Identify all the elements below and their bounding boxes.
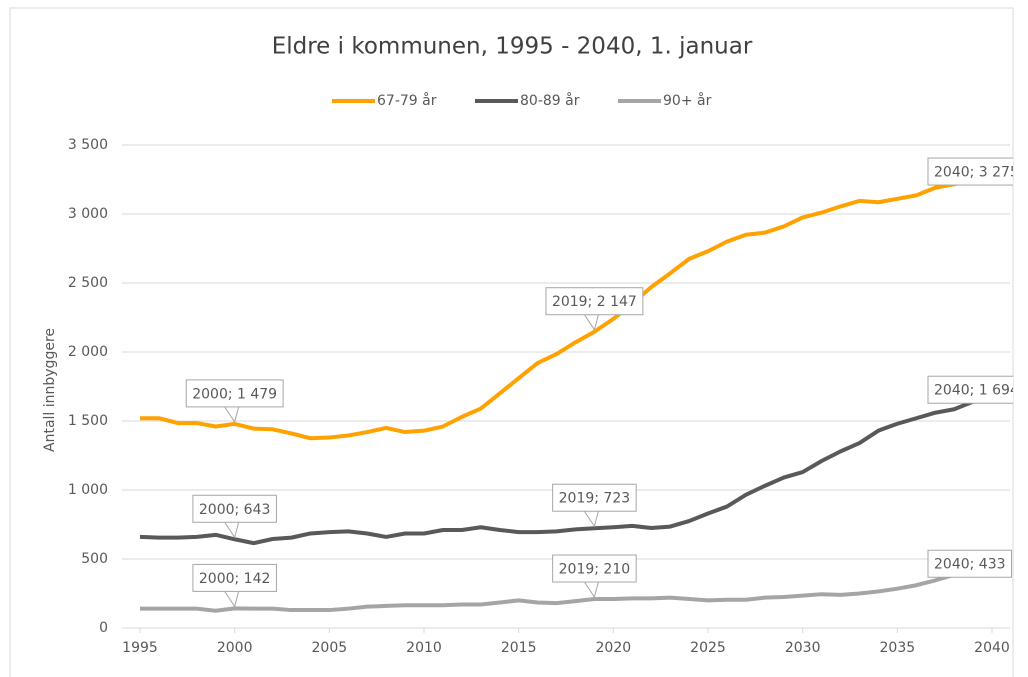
data-label-box	[192, 494, 277, 523]
y-tick-label: 1 000	[68, 482, 108, 498]
data-label: 2019; 723	[552, 483, 637, 528]
data-label-box	[185, 379, 284, 408]
y-tick-label: 2 000	[68, 344, 108, 360]
y-tick-label: 3 500	[68, 137, 108, 153]
plot: 0 500 1 000 1 500 2 000 2 500 3 000 3 500 1995 20…	[68, 137, 1019, 656]
chart-title: Eldre i kommunen, 1995 - 2040, 1. januar	[272, 34, 753, 60]
data-label-pointer	[583, 581, 599, 599]
data-label: 2019; 2 147	[545, 287, 644, 331]
data-label: 2000; 643	[192, 494, 277, 539]
x-tick-label: 2035	[880, 640, 916, 656]
data-label-box	[927, 375, 1013, 404]
legend-label: 90+ år	[663, 92, 712, 109]
series-line	[139, 392, 993, 546]
data-label-text: 2040; 3 275	[934, 165, 1019, 181]
legend-label: 67-79 år	[377, 92, 437, 109]
chart-border	[9, 7, 1014, 677]
y-tick-label: 3 000	[68, 206, 108, 222]
data-label: 2040; 1 694	[927, 375, 1019, 404]
data-label-text: 2019; 723	[559, 491, 631, 507]
data-label-text: 2040; 433	[934, 557, 1006, 573]
x-tick-label: 1995	[122, 640, 158, 656]
data-label-box	[927, 549, 1013, 578]
y-tick-label: 500	[81, 551, 108, 567]
data-label-box	[192, 563, 277, 592]
x-tick-label: 2030	[785, 640, 821, 656]
y-axis-label: Antall innbyggere	[42, 328, 58, 452]
data-label: 2000; 1 479	[185, 379, 284, 424]
x-tick-label: 2015	[501, 640, 537, 656]
legend-label: 80-89 år	[520, 92, 580, 109]
data-label: 2040; 3 275	[927, 157, 1019, 186]
data-label-box	[927, 157, 1013, 186]
data-label-box	[552, 554, 637, 583]
y-tick-label: 0	[99, 620, 108, 636]
series-line	[140, 174, 993, 441]
x-tick-label: 2000	[217, 640, 253, 656]
data-label-text: 2000; 142	[199, 571, 271, 587]
data-label-text: 2000; 643	[199, 502, 271, 518]
x-tick-label: 2010	[406, 640, 442, 656]
x-tick-label: 2005	[312, 640, 348, 656]
data-label-pointer	[224, 521, 240, 539]
data-label: 2019; 210	[552, 554, 637, 599]
data-label-text: 2019; 210	[559, 562, 631, 578]
x-tick-label: 2020	[596, 640, 632, 656]
data-label-pointer	[583, 314, 599, 331]
x-tick-label: 2025	[690, 640, 726, 656]
x-tick-label: 2040	[974, 640, 1010, 656]
y-tick-label: 2 500	[68, 275, 108, 291]
data-label: 2000; 142	[192, 563, 277, 608]
data-label-text: 2040; 1 694	[934, 383, 1019, 399]
data-label-text: 2019; 2 147	[552, 294, 637, 310]
data-label-text: 2000; 1 479	[192, 386, 277, 402]
data-label-box	[552, 483, 637, 512]
data-label-pointer	[224, 406, 240, 424]
data-label-pointer	[224, 591, 240, 608]
data-label-box	[545, 287, 644, 316]
series-line	[140, 566, 993, 613]
data-label: 2040; 433	[927, 549, 1013, 578]
data-label-pointer	[583, 510, 599, 528]
y-tick-label: 1 500	[68, 413, 108, 429]
